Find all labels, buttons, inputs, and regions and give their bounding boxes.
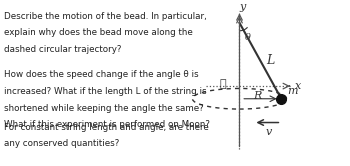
Text: any conserved quantities?: any conserved quantities? [4, 139, 120, 148]
Text: θ: θ [245, 33, 251, 42]
Text: v: v [266, 127, 272, 137]
Text: R: R [253, 91, 262, 101]
Text: y: y [239, 2, 245, 12]
Text: increased? What if the length L of the string is: increased? What if the length L of the s… [4, 87, 207, 96]
Text: dashed circular trajectory?: dashed circular trajectory? [4, 45, 122, 54]
Text: m: m [288, 86, 298, 96]
Text: shortened while keeping the angle the same?: shortened while keeping the angle the sa… [4, 104, 204, 113]
Text: x: x [295, 81, 301, 91]
Text: Describe the motion of the bead. In particular,: Describe the motion of the bead. In part… [4, 12, 207, 21]
Text: What if this experiment is performed on Moon?: What if this experiment is performed on … [4, 120, 210, 129]
Text: How does the speed change if the angle θ is: How does the speed change if the angle θ… [4, 70, 199, 79]
Text: 𝒪: 𝒪 [219, 79, 226, 89]
Text: For constant string length and angle, are there: For constant string length and angle, ar… [4, 123, 209, 131]
Text: L: L [267, 53, 275, 67]
Text: explain why does the bead move along the: explain why does the bead move along the [4, 28, 193, 37]
